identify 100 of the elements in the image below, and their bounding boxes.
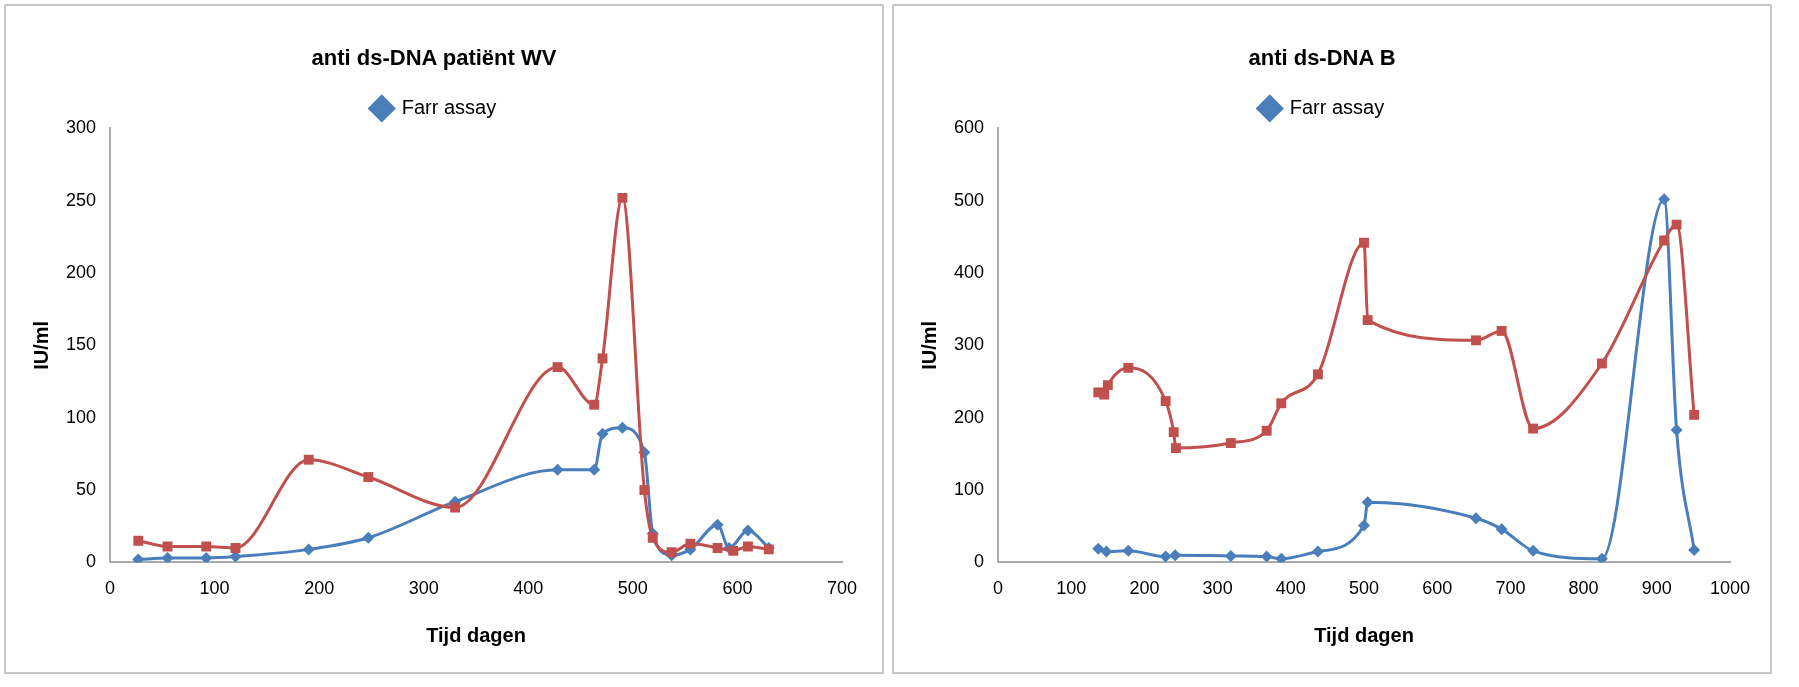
- point: [201, 541, 212, 552]
- x-tick-label: 0: [993, 578, 1004, 599]
- point: [1659, 235, 1670, 246]
- y-tick-label: 250: [65, 189, 97, 210]
- y-tick-label: 0: [86, 551, 97, 572]
- point: [1092, 542, 1105, 555]
- point: [1168, 427, 1179, 438]
- y-tick-label: 100: [65, 406, 97, 427]
- x-tick-label: 1000: [1709, 578, 1751, 599]
- point: [1099, 389, 1110, 400]
- point: [1527, 544, 1540, 557]
- y-tick-label: 0: [974, 551, 985, 572]
- x-tick-label: 400: [513, 578, 544, 599]
- point: [597, 353, 608, 364]
- point: [1102, 380, 1113, 391]
- point: [666, 547, 677, 558]
- point: [1122, 544, 1135, 557]
- x-tick-label: 700: [1495, 578, 1526, 599]
- point: [647, 532, 658, 543]
- point: [161, 552, 174, 563]
- x-tick-label: 500: [1348, 578, 1380, 599]
- x-tick-label: 500: [617, 578, 648, 599]
- point: [230, 542, 241, 553]
- point: [712, 542, 723, 553]
- point: [1225, 438, 1236, 448]
- x-tick-label: 200: [304, 578, 335, 599]
- point: [1671, 219, 1682, 230]
- point: [1160, 396, 1171, 407]
- x-tick-label: 200: [1129, 578, 1160, 599]
- point: [639, 485, 650, 496]
- x-tick-label: 100: [199, 578, 230, 599]
- point: [132, 553, 145, 563]
- x-axis-title: Tijd dagen: [426, 623, 526, 646]
- point: [1159, 550, 1172, 563]
- point: [588, 463, 601, 476]
- point: [711, 518, 724, 531]
- point: [617, 192, 628, 203]
- y-tick-label: 200: [65, 262, 97, 283]
- y-tick-label: 600: [953, 117, 985, 138]
- x-tick-label: 0: [105, 578, 116, 599]
- point: [1170, 443, 1181, 454]
- point: [596, 427, 609, 440]
- point: [742, 541, 753, 552]
- point: [1470, 512, 1483, 525]
- point: [728, 545, 739, 556]
- point: [1496, 325, 1507, 336]
- point: [741, 524, 754, 537]
- point: [1670, 424, 1683, 437]
- x-tick-label: 800: [1568, 578, 1599, 599]
- x-tick-label: 600: [1422, 578, 1453, 599]
- point: [616, 421, 629, 434]
- point: [133, 535, 144, 546]
- point: [551, 463, 564, 476]
- x-tick-label: 400: [1275, 578, 1306, 599]
- y-tick-label: 400: [953, 262, 985, 283]
- point: [362, 531, 375, 544]
- point: [1123, 362, 1134, 373]
- point: [1689, 409, 1700, 420]
- point: [1359, 237, 1369, 248]
- point: [303, 454, 314, 465]
- point: [589, 399, 600, 410]
- point: [1275, 552, 1288, 563]
- x-tick-label: 100: [1056, 578, 1087, 599]
- x-axis-title: Tijd dagen: [1314, 623, 1414, 646]
- x-tick-label: 600: [722, 578, 753, 599]
- y-axis-title: IU/ml: [917, 320, 940, 370]
- point: [1362, 315, 1373, 326]
- y-tick-label: 300: [953, 334, 985, 355]
- y-tick-label: 500: [953, 189, 985, 210]
- point: [1658, 193, 1671, 206]
- y-tick-label: 150: [65, 334, 97, 355]
- point: [1276, 398, 1287, 409]
- point: [363, 472, 374, 482]
- point: [1495, 523, 1508, 536]
- y-tick-label: 100: [953, 479, 985, 500]
- y-tick-label: 200: [953, 406, 985, 427]
- point: [1261, 425, 1272, 436]
- point: [1311, 545, 1324, 558]
- point: [450, 502, 461, 513]
- point: [1471, 335, 1481, 346]
- point: [1688, 544, 1701, 557]
- chart-title: anti ds-DNA B: [1248, 45, 1396, 71]
- point: [1358, 519, 1371, 532]
- point: [1361, 496, 1374, 509]
- y-tick-label: 50: [76, 479, 97, 500]
- y-tick-label: 300: [65, 117, 97, 138]
- point: [552, 362, 563, 373]
- legend-label: Farr assay: [401, 95, 497, 118]
- point: [1528, 423, 1539, 434]
- point: [1312, 369, 1323, 380]
- point: [685, 538, 696, 549]
- chart-title: anti ds-DNA patiënt WV: [311, 45, 557, 71]
- y-axis-title: IU/ml: [29, 320, 52, 370]
- x-tick-label: 300: [408, 578, 439, 599]
- point: [302, 543, 315, 556]
- x-tick-label: 700: [826, 578, 858, 599]
- legend-label: Farr assay: [1289, 95, 1385, 118]
- point: [1596, 358, 1607, 369]
- x-tick-label: 300: [1202, 578, 1233, 599]
- x-tick-label: 900: [1641, 578, 1672, 599]
